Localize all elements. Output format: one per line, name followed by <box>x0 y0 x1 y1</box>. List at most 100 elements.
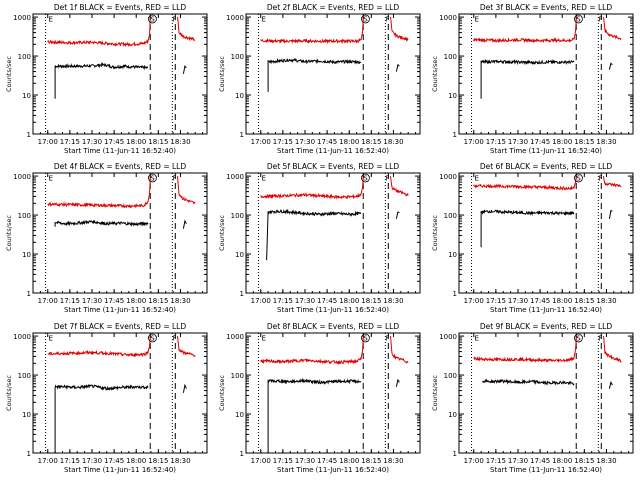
x-axis-label: Start Time (11-Jun-11 16:52:40) <box>277 147 389 155</box>
marker-label: E <box>48 16 52 24</box>
y-tick-label: 100 <box>444 372 457 380</box>
events-series-line <box>480 209 575 248</box>
marker-label: F <box>599 175 603 183</box>
marker-label: F <box>173 335 177 343</box>
x-tick-label: 18:15 <box>574 297 594 305</box>
x-tick-label: 18:00 <box>552 457 572 465</box>
x-tick-label: 17:30 <box>82 138 102 146</box>
lld-series-line <box>177 336 196 358</box>
y-tick-label: 10 <box>235 251 244 259</box>
x-tick-label: 17:45 <box>530 297 550 305</box>
x-tick-label: 17:15 <box>60 457 80 465</box>
x-tick-label: 17:00 <box>251 297 271 305</box>
panel-title: Det 3f BLACK = Events, RED = LLD <box>480 3 613 12</box>
x-tick-label: 17:15 <box>60 138 80 146</box>
x-tick-label: 17:30 <box>508 138 528 146</box>
x-tick-label: 17:00 <box>464 138 484 146</box>
y-tick-label: 1000 <box>226 173 244 181</box>
x-tick-label: 18:00 <box>552 138 572 146</box>
x-tick-label: 17:45 <box>317 138 337 146</box>
x-tick-label: 18:15 <box>148 457 168 465</box>
y-tick-label: 1000 <box>439 14 457 22</box>
y-tick-label: 100 <box>444 212 457 220</box>
plot-frame <box>245 172 421 294</box>
lld-series-line <box>47 175 152 209</box>
events-series-line <box>267 377 361 453</box>
y-axis-label: Counts/sec <box>5 56 13 92</box>
lld-series-line <box>473 335 578 364</box>
x-axis-label: Start Time (11-Jun-11 16:52:40) <box>64 147 176 155</box>
x-tick-label: 17:45 <box>104 297 124 305</box>
x-tick-label: 17:15 <box>486 138 506 146</box>
marker-label: S <box>576 175 581 183</box>
lld-series-line <box>47 335 152 358</box>
y-tick-label: 100 <box>444 53 457 61</box>
x-axis-label: Start Time (11-Jun-11 16:52:40) <box>277 466 389 474</box>
marker-label: E <box>48 335 52 343</box>
y-tick-label: 10 <box>448 92 457 100</box>
marker-label: E <box>474 175 478 183</box>
events-series-line <box>480 58 575 99</box>
y-tick-label: 100 <box>231 53 244 61</box>
x-tick-label: 18:00 <box>339 457 359 465</box>
x-tick-label: 18:15 <box>574 457 594 465</box>
x-tick-label: 18:30 <box>170 138 190 146</box>
x-tick-label: 18:30 <box>383 457 403 465</box>
marker-circle <box>574 14 583 24</box>
x-tick-label: 17:45 <box>317 297 337 305</box>
marker-label: S <box>576 335 581 343</box>
x-axis-label: Start Time (11-Jun-11 16:52:40) <box>490 306 602 314</box>
marker-label: F <box>599 16 603 24</box>
x-axis-label: Start Time (11-Jun-11 16:52:40) <box>490 466 602 474</box>
lld-series-line <box>47 16 152 47</box>
x-tick-label: 17:15 <box>486 457 506 465</box>
y-tick-label: 1000 <box>226 14 244 22</box>
marker-circle <box>148 173 157 183</box>
marker-label: S <box>150 16 155 24</box>
marker-label: F <box>386 16 390 24</box>
x-axis-label: Start Time (11-Jun-11 16:52:40) <box>64 466 176 474</box>
marker-label: S <box>150 175 155 183</box>
y-axis-label: Counts/sec <box>218 375 226 411</box>
panel-title: Det 2f BLACK = Events, RED = LLD <box>267 3 400 12</box>
marker-circle <box>361 173 370 183</box>
marker-label: S <box>576 16 581 24</box>
lld-series-line <box>177 17 196 42</box>
x-tick-label: 17:30 <box>295 138 315 146</box>
plot-frame <box>458 332 634 454</box>
marker-label: E <box>261 16 265 24</box>
events-series-line <box>395 211 400 219</box>
marker-circle <box>361 14 370 24</box>
x-tick-label: 17:30 <box>508 457 528 465</box>
x-tick-label: 18:15 <box>148 138 168 146</box>
marker-label: F <box>386 175 390 183</box>
panel-title: Det 4f BLACK = Events, RED = LLD <box>54 162 187 171</box>
x-tick-label: 17:15 <box>60 297 80 305</box>
y-axis-label: Counts/sec <box>431 56 439 92</box>
events-series-line <box>54 219 149 227</box>
y-tick-label: 10 <box>448 251 457 259</box>
marker-label: S <box>150 335 155 343</box>
events-series-line <box>182 219 187 229</box>
x-tick-label: 18:30 <box>383 297 403 305</box>
events-series-line <box>267 57 362 92</box>
lld-series-line <box>177 176 196 205</box>
panel-title: Det 6f BLACK = Events, RED = LLD <box>480 162 613 171</box>
y-tick-label: 10 <box>22 251 31 259</box>
events-series-line <box>54 383 149 453</box>
lld-series-line <box>390 17 409 43</box>
y-tick-label: 1 <box>453 290 457 298</box>
marker-label: F <box>173 175 177 183</box>
y-axis-label: Counts/sec <box>218 56 226 92</box>
x-tick-label: 18:00 <box>339 297 359 305</box>
y-axis-label: Counts/sec <box>431 215 439 251</box>
panel-title: Det 9f BLACK = Events, RED = LLD <box>480 322 613 331</box>
